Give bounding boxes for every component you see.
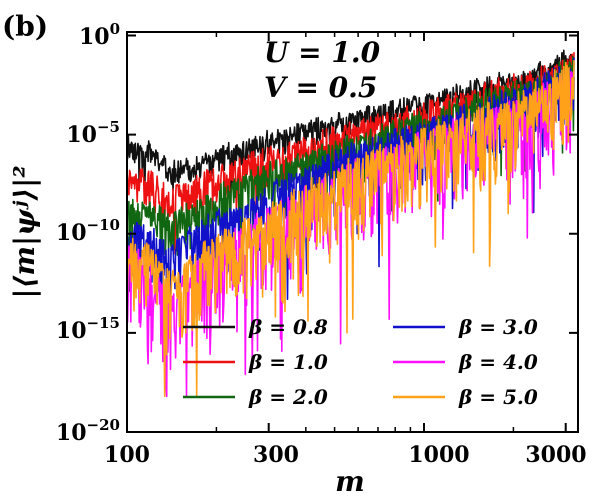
x-tick-labels: 100 300 1000 3000 [104,442,587,468]
y-tick-label: 10−15 [56,314,120,344]
x-axis-label: m [335,465,365,498]
legend-label: β = 4.0 [458,350,538,374]
legend-label: β = 3.0 [458,315,538,339]
x-tick-label: 100 [104,442,150,468]
legend-label: β = 0.8 [248,315,328,339]
x-tick-label: 1000 [408,442,469,468]
legend-item: β = 2.0 [183,385,328,409]
y-tick-label: 10−10 [56,216,120,246]
y-axis-label: |⟨m|ψʲ⟩|² [8,165,41,298]
series-line-5 [126,60,575,398]
legend: β = 0.8 β = 1.0 β = 2.0 β = 3.0 β = 4.0 … [183,315,538,409]
x-tick-label: 300 [253,442,299,468]
y-tick-labels: 100 10−5 10−10 10−15 10−20 [56,20,120,446]
legend-item: β = 3.0 [393,315,538,339]
legend-item: β = 1.0 [183,350,328,374]
y-tick-label: 10−5 [66,118,120,148]
param-v: V = 0.5 [264,71,377,104]
legend-label: β = 2.0 [248,385,328,409]
y-tick-label: 10−20 [56,416,120,446]
param-u: U = 1.0 [264,36,381,69]
panel-label: (b) [2,10,48,43]
legend-item: β = 4.0 [393,350,538,374]
legend-item: β = 5.0 [393,385,538,409]
series-layer [126,49,575,398]
legend-label: β = 1.0 [248,350,328,374]
series-line-0 [126,49,575,198]
x-tick-label: 3000 [525,442,586,468]
legend-item: β = 0.8 [183,315,328,339]
ticks-layer [126,32,578,433]
y-tick-label: 100 [79,20,120,50]
legend-label: β = 5.0 [458,385,538,409]
plot-frame [126,31,579,433]
